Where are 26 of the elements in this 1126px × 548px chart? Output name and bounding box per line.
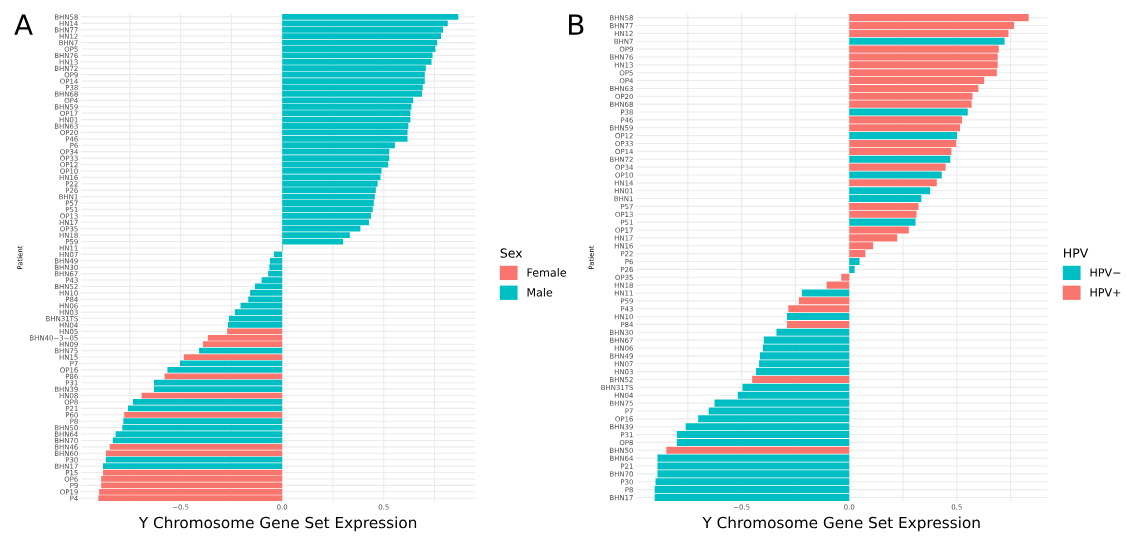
- chart-title: B: [569, 14, 584, 35]
- x-axis-title: Y Chromosome Gene Set Expression: [702, 516, 980, 532]
- legend-title: Sex: [500, 248, 523, 258]
- bar: [849, 108, 968, 116]
- bar: [752, 375, 850, 384]
- legend-label: HPV+: [1090, 288, 1121, 297]
- bar: [849, 37, 1005, 45]
- x-axis-title: Y Chromosome Gene Set Expression: [138, 516, 417, 532]
- bar: [849, 132, 958, 140]
- bar: [787, 313, 850, 321]
- legend-label: Female: [527, 268, 567, 277]
- bar: [849, 163, 946, 171]
- legend-title: HPV: [1064, 248, 1089, 258]
- bar: [124, 411, 283, 418]
- bar: [183, 354, 283, 360]
- bar: [849, 218, 916, 226]
- bar: [787, 320, 850, 328]
- bar: [849, 179, 937, 187]
- bar: [164, 373, 283, 380]
- legend-label: HPV−: [1090, 268, 1121, 277]
- bar: [801, 289, 850, 297]
- legend-label: Male: [527, 287, 553, 297]
- chart-title: A: [14, 14, 33, 35]
- bar: [666, 446, 850, 454]
- bar: [849, 171, 942, 179]
- bar: [849, 155, 951, 163]
